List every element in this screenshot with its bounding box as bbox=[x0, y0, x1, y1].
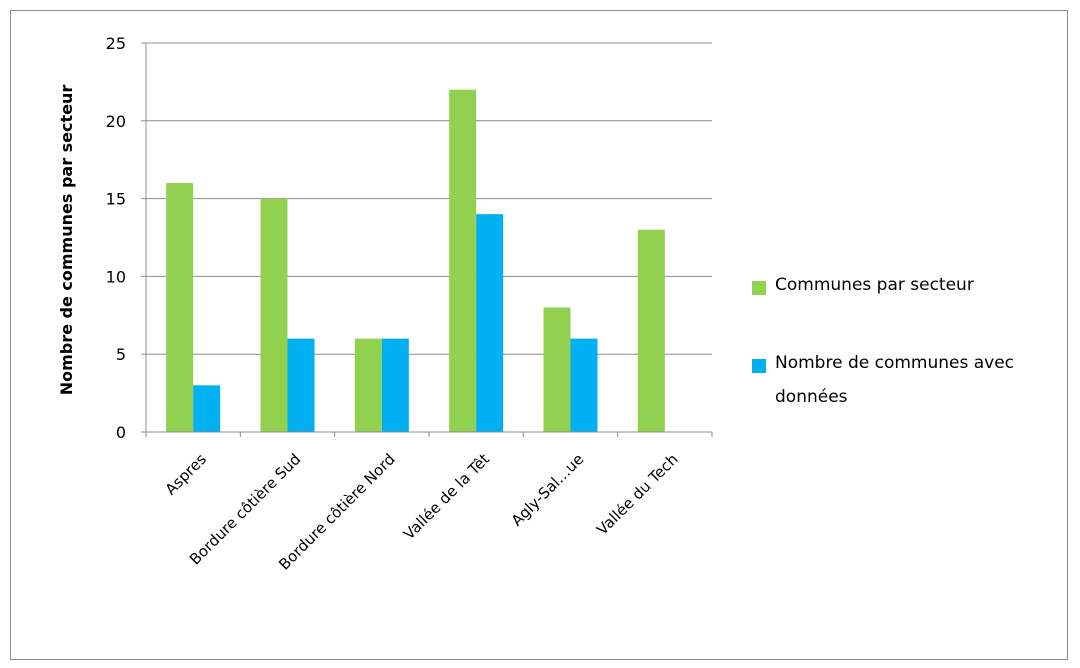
bar bbox=[476, 214, 504, 432]
bar bbox=[637, 229, 665, 432]
bar bbox=[543, 307, 571, 432]
bar bbox=[354, 338, 382, 432]
x-category-label: Aspres bbox=[162, 450, 211, 499]
y-tick-label: 0 bbox=[116, 423, 126, 442]
gridlines bbox=[146, 42, 712, 355]
legend-item-communes-avec-donnees: Nombre de communes avec données bbox=[752, 346, 1052, 414]
bar bbox=[381, 338, 409, 432]
bar bbox=[260, 198, 288, 432]
bar bbox=[193, 385, 221, 432]
bar bbox=[449, 89, 477, 433]
legend-label: Nombre de communes avec données bbox=[775, 353, 1015, 407]
y-tick-label: 15 bbox=[106, 190, 126, 209]
y-tick-label: 10 bbox=[106, 267, 126, 286]
legend-swatch-green bbox=[752, 281, 766, 295]
y-tick-label: 5 bbox=[116, 345, 126, 364]
x-category-label: Agly-Sal…ue bbox=[508, 450, 588, 530]
x-category-label: Vallée du Tech bbox=[593, 450, 682, 539]
y-tick-label: 20 bbox=[106, 112, 126, 131]
y-axis-label: Nombre de communes par secteur bbox=[57, 85, 76, 396]
bar bbox=[570, 338, 598, 432]
legend: Communes par secteur Nombre de communes … bbox=[752, 268, 1052, 414]
y-tick-label: 25 bbox=[106, 34, 126, 53]
bar bbox=[287, 338, 315, 432]
legend-label: Communes par secteur bbox=[775, 275, 974, 295]
bar bbox=[166, 183, 194, 432]
x-category-label: Vallée de la Têt bbox=[400, 450, 493, 543]
legend-swatch-blue bbox=[752, 359, 766, 373]
legend-item-communes-par-secteur: Communes par secteur bbox=[752, 268, 1052, 302]
bars bbox=[166, 89, 665, 433]
